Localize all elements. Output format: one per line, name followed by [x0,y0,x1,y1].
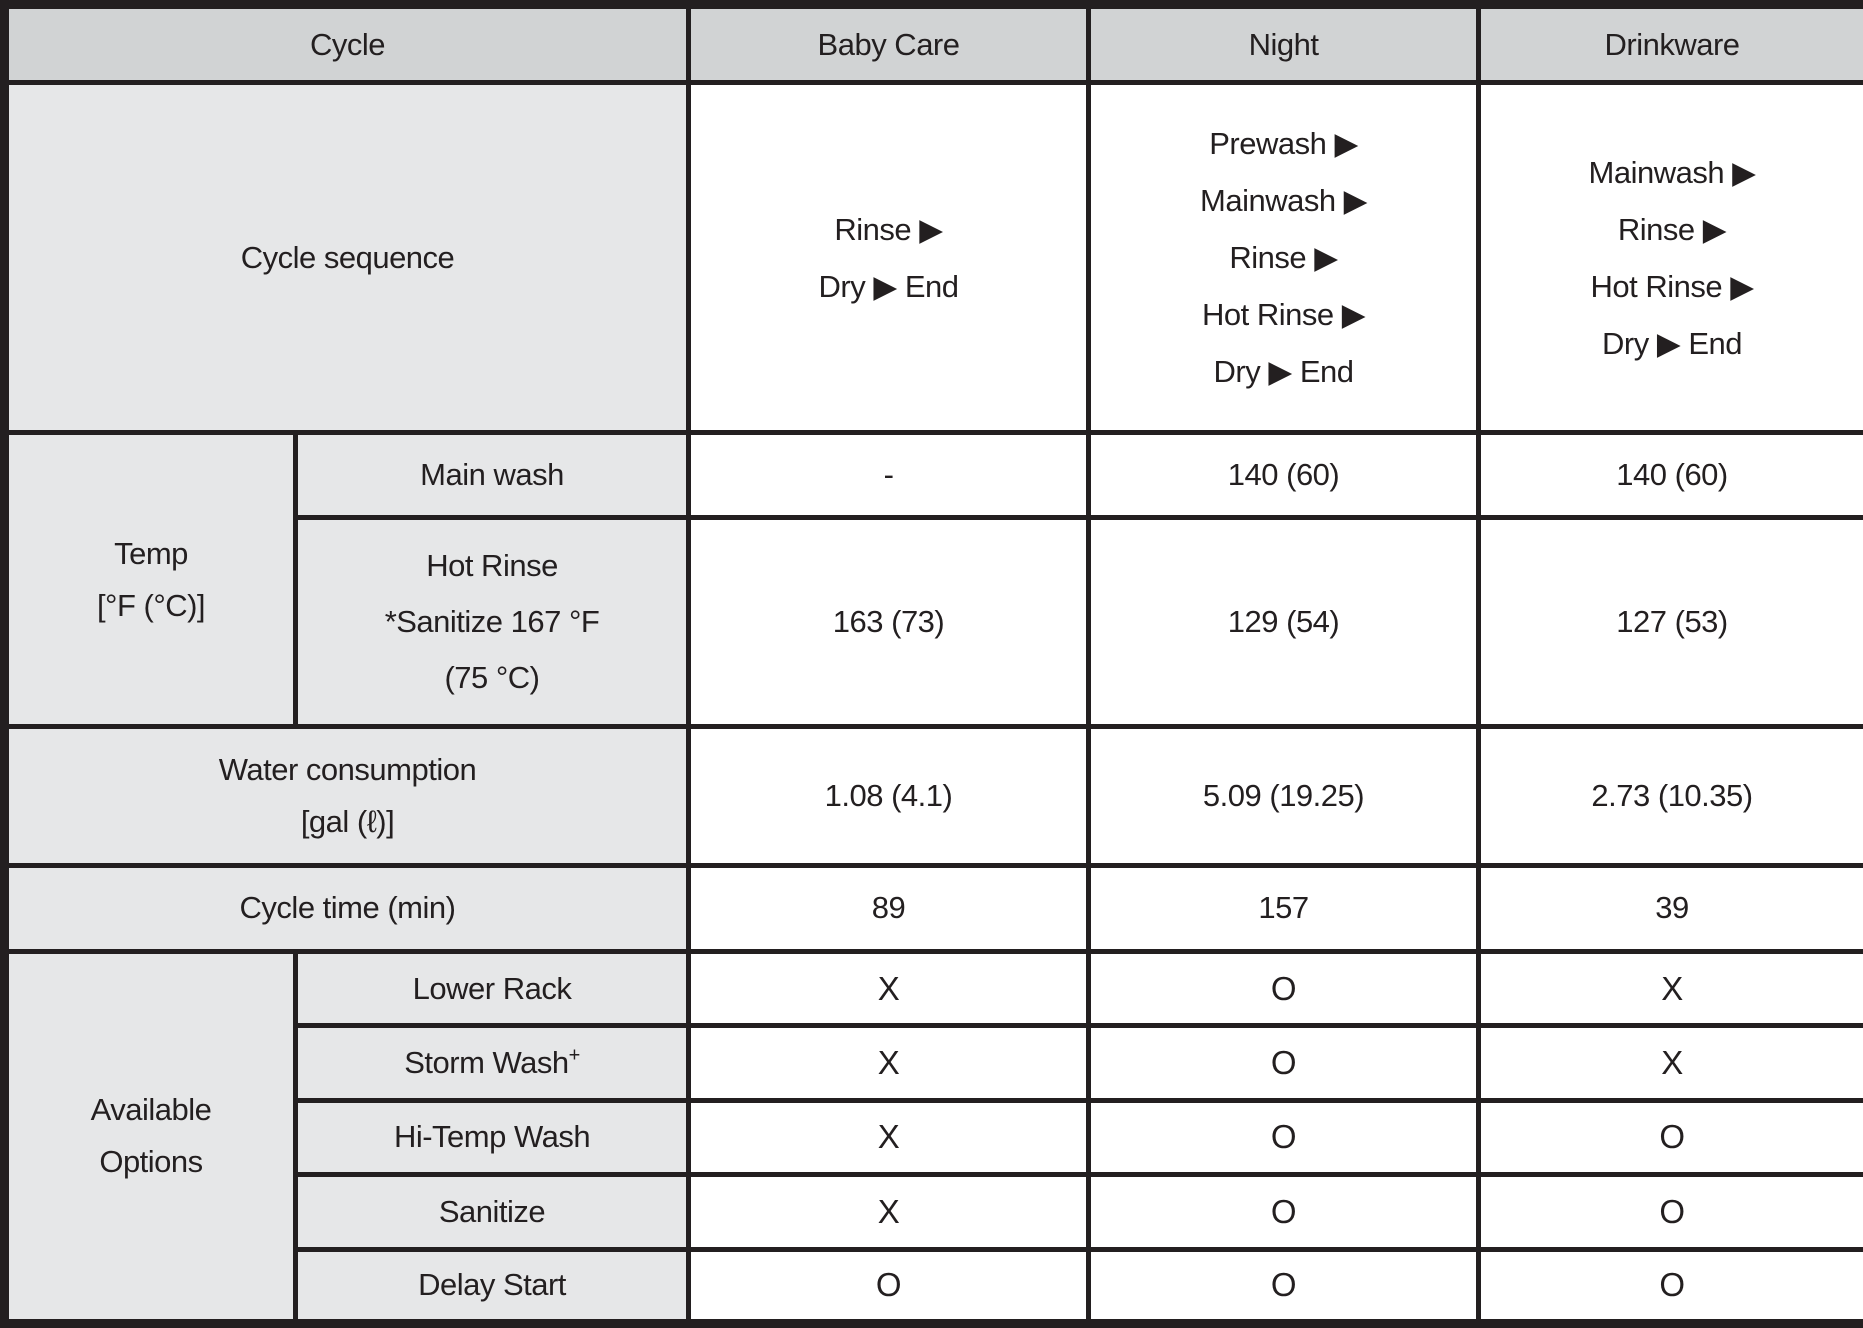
delay-start-label: Delay Start [292,1246,692,1327]
lower-rack-night: O [1086,948,1482,1029]
temp-label-line: Temp [114,535,188,571]
options-label-line: Options [99,1144,203,1180]
water-label-line: [gal (ℓ)] [300,803,395,839]
storm-wash-label: Storm Wash+ [292,1023,692,1103]
sequence-step: Hot Rinse ▶ [1201,297,1366,333]
option-lower-rack-row: Available Options Lower Rack X O X [2,948,1863,1327]
sequence-step: Mainwash ▶ [1200,183,1368,219]
water-night: 5.09 (19.25) [1086,723,1482,868]
water-label-line: Water consumption [218,751,477,787]
header-cell-drinkware: Drinkware [1476,1,1863,86]
lower-rack-drinkware: X [1476,948,1863,1029]
cycle-time-row: Cycle time (min) 89 157 39 [1,862,1863,954]
lower-rack-label: Lower Rack [292,948,692,1029]
hot-rinse-baby-care: 163 (73) [686,514,1092,729]
hot-rinse-night: 129 (54) [1086,514,1482,729]
option-sanitize-row: Sanitize X O O [5,1172,1863,1252]
sequence-step: Mainwash ▶ [1588,154,1757,190]
header-cell-cycle: Cycle [1,1,692,86]
sanitize-baby-care: X [686,1172,1092,1252]
hot-rinse-label-line: (75 °C) [444,659,540,695]
options-label-line: Available [90,1092,212,1128]
sequence-step: Rinse ▶ [1229,240,1338,276]
storm-wash-night: O [1086,1023,1482,1103]
option-storm-wash-row: Storm Wash+ X O X [5,1023,1863,1103]
main-wash-baby-care: - [686,430,1092,520]
main-wash-night: 140 (60) [1086,430,1482,520]
cycle-time-drinkware: 39 [1476,862,1863,954]
available-options-label: Available Options [2,948,298,1327]
sequence-step: Rinse ▶ [1617,211,1727,247]
lower-rack-baby-care: X [686,948,1092,1029]
cycle-sequence-baby-care: Rinse ▶ Dry ▶ End [686,80,1092,436]
sanitize-drinkware: O [1476,1172,1863,1252]
temp-main-wash-row: Temp [°F (°C)] Main wash - 140 (60) 140 … [2,430,1863,729]
storm-wash-drinkware: X [1476,1023,1863,1103]
sequence-step: Rinse ▶ [834,211,943,247]
hi-temp-baby-care: X [686,1097,1092,1178]
hot-rinse-drinkware: 127 (53) [1476,514,1863,729]
storm-wash-baby-care: X [686,1023,1092,1103]
water-drinkware: 2.73 (10.35) [1476,723,1863,868]
sequence-step: Prewash ▶ [1209,126,1358,162]
hi-temp-drinkware: O [1476,1097,1863,1178]
hi-temp-wash-label: Hi-Temp Wash [292,1097,692,1178]
storm-wash-label-text: Storm Wash [404,1045,569,1081]
sequence-step: Dry ▶ End [1213,354,1354,390]
sequence-step: Dry ▶ End [818,268,959,304]
sequence-step: Dry ▶ End [1602,325,1742,361]
delay-start-baby-care: O [686,1246,1092,1327]
cycle-time-label: Cycle time (min) [1,862,692,954]
water-consumption-row: Water consumption [gal (ℓ)] 1.08 (4.1) 5… [1,723,1863,868]
sanitize-night: O [1086,1172,1482,1252]
cycle-sequence-row: Cycle sequence Rinse ▶ Dry ▶ End Prewash… [1,80,1863,436]
temp-group-label: Temp [°F (°C)] [2,430,298,729]
sanitize-label: Sanitize [292,1172,692,1252]
temp-label-line: [°F (°C)] [96,587,206,623]
temp-hot-rinse-row: Hot Rinse *Sanitize 167 °F (75 °C) 163 (… [5,514,1863,729]
delay-start-drinkware: O [1476,1246,1863,1327]
main-wash-label: Main wash [292,430,692,520]
cycle-sequence-label: Cycle sequence [1,80,692,436]
sequence-step: Hot Rinse ▶ [1590,268,1754,304]
cycle-sequence-night: Prewash ▶ Mainwash ▶ Rinse ▶ Hot Rinse ▶… [1086,80,1482,436]
hot-rinse-label: Hot Rinse *Sanitize 167 °F (75 °C) [292,514,692,729]
water-consumption-label: Water consumption [gal (ℓ)] [1,723,692,868]
cycle-time-night: 157 [1086,862,1482,954]
option-hi-temp-wash-row: Hi-Temp Wash X O O [5,1097,1863,1178]
cycle-time-baby-care: 89 [686,862,1092,954]
header-cell-baby-care: Baby Care [686,1,1092,86]
header-cell-night: Night [1086,1,1482,86]
main-wash-drinkware: 140 (60) [1476,430,1863,520]
water-baby-care: 1.08 (4.1) [686,723,1092,868]
hot-rinse-label-line: Hot Rinse [426,547,558,583]
hi-temp-night: O [1086,1097,1482,1178]
cycle-sequence-drinkware: Mainwash ▶ Rinse ▶ Hot Rinse ▶ Dry ▶ End [1476,80,1863,436]
option-delay-start-row: Delay Start O O O [5,1246,1863,1327]
delay-start-night: O [1086,1246,1482,1327]
header-row: Cycle Baby Care Night Drinkware [1,1,1863,86]
storm-wash-superscript: + [568,1044,581,1067]
hot-rinse-label-line: *Sanitize 167 °F [384,603,600,639]
